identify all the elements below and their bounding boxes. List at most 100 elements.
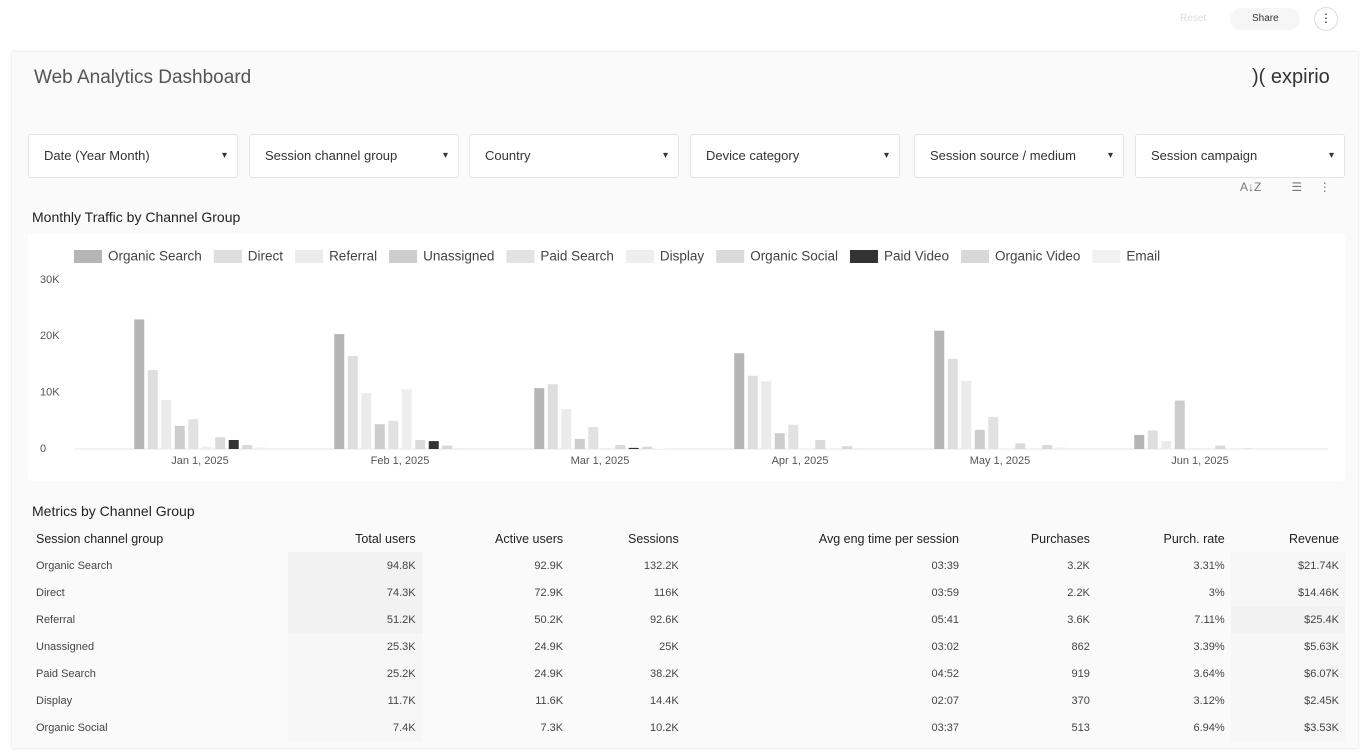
bar	[855, 447, 866, 449]
table-cell: $21.74K	[1230, 552, 1345, 579]
bar	[374, 424, 385, 449]
table-cell: $14.46K	[1230, 579, 1345, 606]
bar	[1161, 441, 1172, 449]
table-cell: 38.2K	[649, 667, 679, 680]
legend-swatch	[961, 250, 990, 263]
table-cell: 03:59	[931, 586, 959, 599]
filter-dropdown[interactable]: Session source / medium	[914, 134, 1124, 178]
bar	[201, 446, 212, 449]
table-cell: 72.9K	[534, 586, 564, 599]
bar	[361, 393, 372, 449]
filter-dropdown[interactable]: Session channel group	[249, 134, 459, 178]
table-cell: 50.2K	[534, 613, 564, 626]
column-header[interactable]: Revenue	[1288, 532, 1339, 546]
table-cell: 2.2K	[1067, 586, 1090, 599]
column-header[interactable]: Sessions	[627, 532, 679, 546]
bar	[547, 384, 558, 449]
x-tick-label: Jan 1, 2025	[171, 455, 229, 467]
table-cell: Paid Search	[36, 667, 96, 680]
filter-icon[interactable]: ☰	[1291, 180, 1303, 194]
bar	[788, 424, 799, 449]
column-header[interactable]: Active users	[495, 532, 564, 546]
legend-label: Direct	[248, 249, 284, 264]
table-cell: 24.9K	[534, 667, 564, 680]
bar	[655, 448, 666, 449]
table-row: Unassigned 25.3K 24.9K 25K 03:02 862 3.39% $5.6…	[28, 633, 1345, 660]
logo-text: expirio	[1270, 66, 1330, 88]
bar	[134, 319, 145, 449]
bar	[947, 358, 958, 449]
column-header[interactable]: Session channel group	[36, 532, 164, 546]
legend-swatch	[74, 250, 102, 263]
bar	[1242, 448, 1253, 449]
logo-icon: )(	[1252, 66, 1266, 88]
filter-dropdown[interactable]: Date (Year Month)	[28, 134, 238, 178]
table-cell: 513	[1071, 721, 1090, 734]
bar	[242, 445, 253, 449]
table-cell: 370	[1071, 694, 1090, 707]
column-header[interactable]: Avg eng time per session	[818, 532, 959, 546]
bar	[442, 445, 453, 449]
filter-dropdown[interactable]: Session campaign	[1135, 134, 1345, 178]
x-tick-label: Feb 1, 2025	[371, 455, 430, 467]
bar	[615, 445, 626, 449]
chart-menu[interactable]: ⋮	[1318, 180, 1331, 194]
more-button[interactable]: ⋮	[1314, 7, 1338, 31]
bar	[1174, 400, 1185, 449]
column-header[interactable]: Purch. rate	[1163, 532, 1225, 546]
bar	[1215, 445, 1226, 449]
bar	[734, 353, 745, 449]
table-row: Direct 74.3K 72.9K 116K 03:59 2.2K 3% $14.46K	[28, 579, 1345, 606]
bar	[628, 447, 639, 449]
table-cell: 02:07	[931, 694, 959, 707]
bar	[1188, 448, 1199, 449]
column-header[interactable]: Purchases	[1030, 532, 1090, 546]
table-cell: 6.94%	[1193, 721, 1225, 734]
table-cell: 3.2K	[1067, 559, 1090, 572]
legend-label: Paid Video	[884, 249, 949, 264]
bar	[534, 388, 545, 449]
table-cell: 7.3K	[540, 721, 564, 734]
bar	[961, 380, 972, 449]
table-cell: 11.7K	[288, 687, 422, 714]
bar	[747, 375, 758, 449]
bar	[588, 427, 599, 449]
table-cell: 862	[1071, 640, 1090, 653]
bar	[642, 446, 653, 449]
filter-dropdown[interactable]: Device category	[690, 134, 900, 178]
reset-button[interactable]: Reset	[1180, 13, 1207, 24]
table-cell: 92.9K	[534, 559, 564, 572]
table-cell: 03:37	[931, 721, 959, 734]
bar	[215, 437, 226, 449]
bar	[988, 416, 999, 449]
legend-swatch	[849, 250, 878, 263]
bar	[574, 438, 585, 449]
table-cell: Referral	[36, 613, 76, 626]
bar	[415, 439, 426, 449]
table-cell: 03:02	[931, 640, 959, 653]
legend-label: Paid Search	[540, 249, 614, 264]
table-cell: 94.8K	[288, 552, 422, 579]
legend-swatch	[295, 250, 324, 263]
filter-dropdown[interactable]: Country	[469, 134, 679, 178]
table-title: Metrics by Channel Group	[32, 503, 195, 519]
legend-label: Organic Search	[108, 249, 202, 264]
table-cell: 25.3K	[288, 633, 422, 660]
bar	[1134, 434, 1145, 449]
x-tick-label: Mar 1, 2025	[571, 455, 630, 467]
table-cell: 116K	[653, 586, 679, 599]
share-button[interactable]: Share	[1230, 8, 1300, 30]
bar	[1001, 448, 1012, 449]
column-header[interactable]: Total users	[355, 532, 416, 546]
bar	[188, 419, 199, 449]
chart-title: Monthly Traffic by Channel Group	[32, 209, 241, 225]
table-cell: Organic Search	[36, 559, 113, 572]
table-cell: 3.6K	[1067, 613, 1090, 626]
bar	[801, 448, 812, 449]
table-cell: $25.4K	[1230, 606, 1345, 633]
legend-swatch	[506, 250, 535, 263]
bar	[815, 439, 826, 449]
sort-icon[interactable]: A↓Z	[1240, 180, 1262, 194]
table-cell: 03:39	[931, 559, 959, 572]
